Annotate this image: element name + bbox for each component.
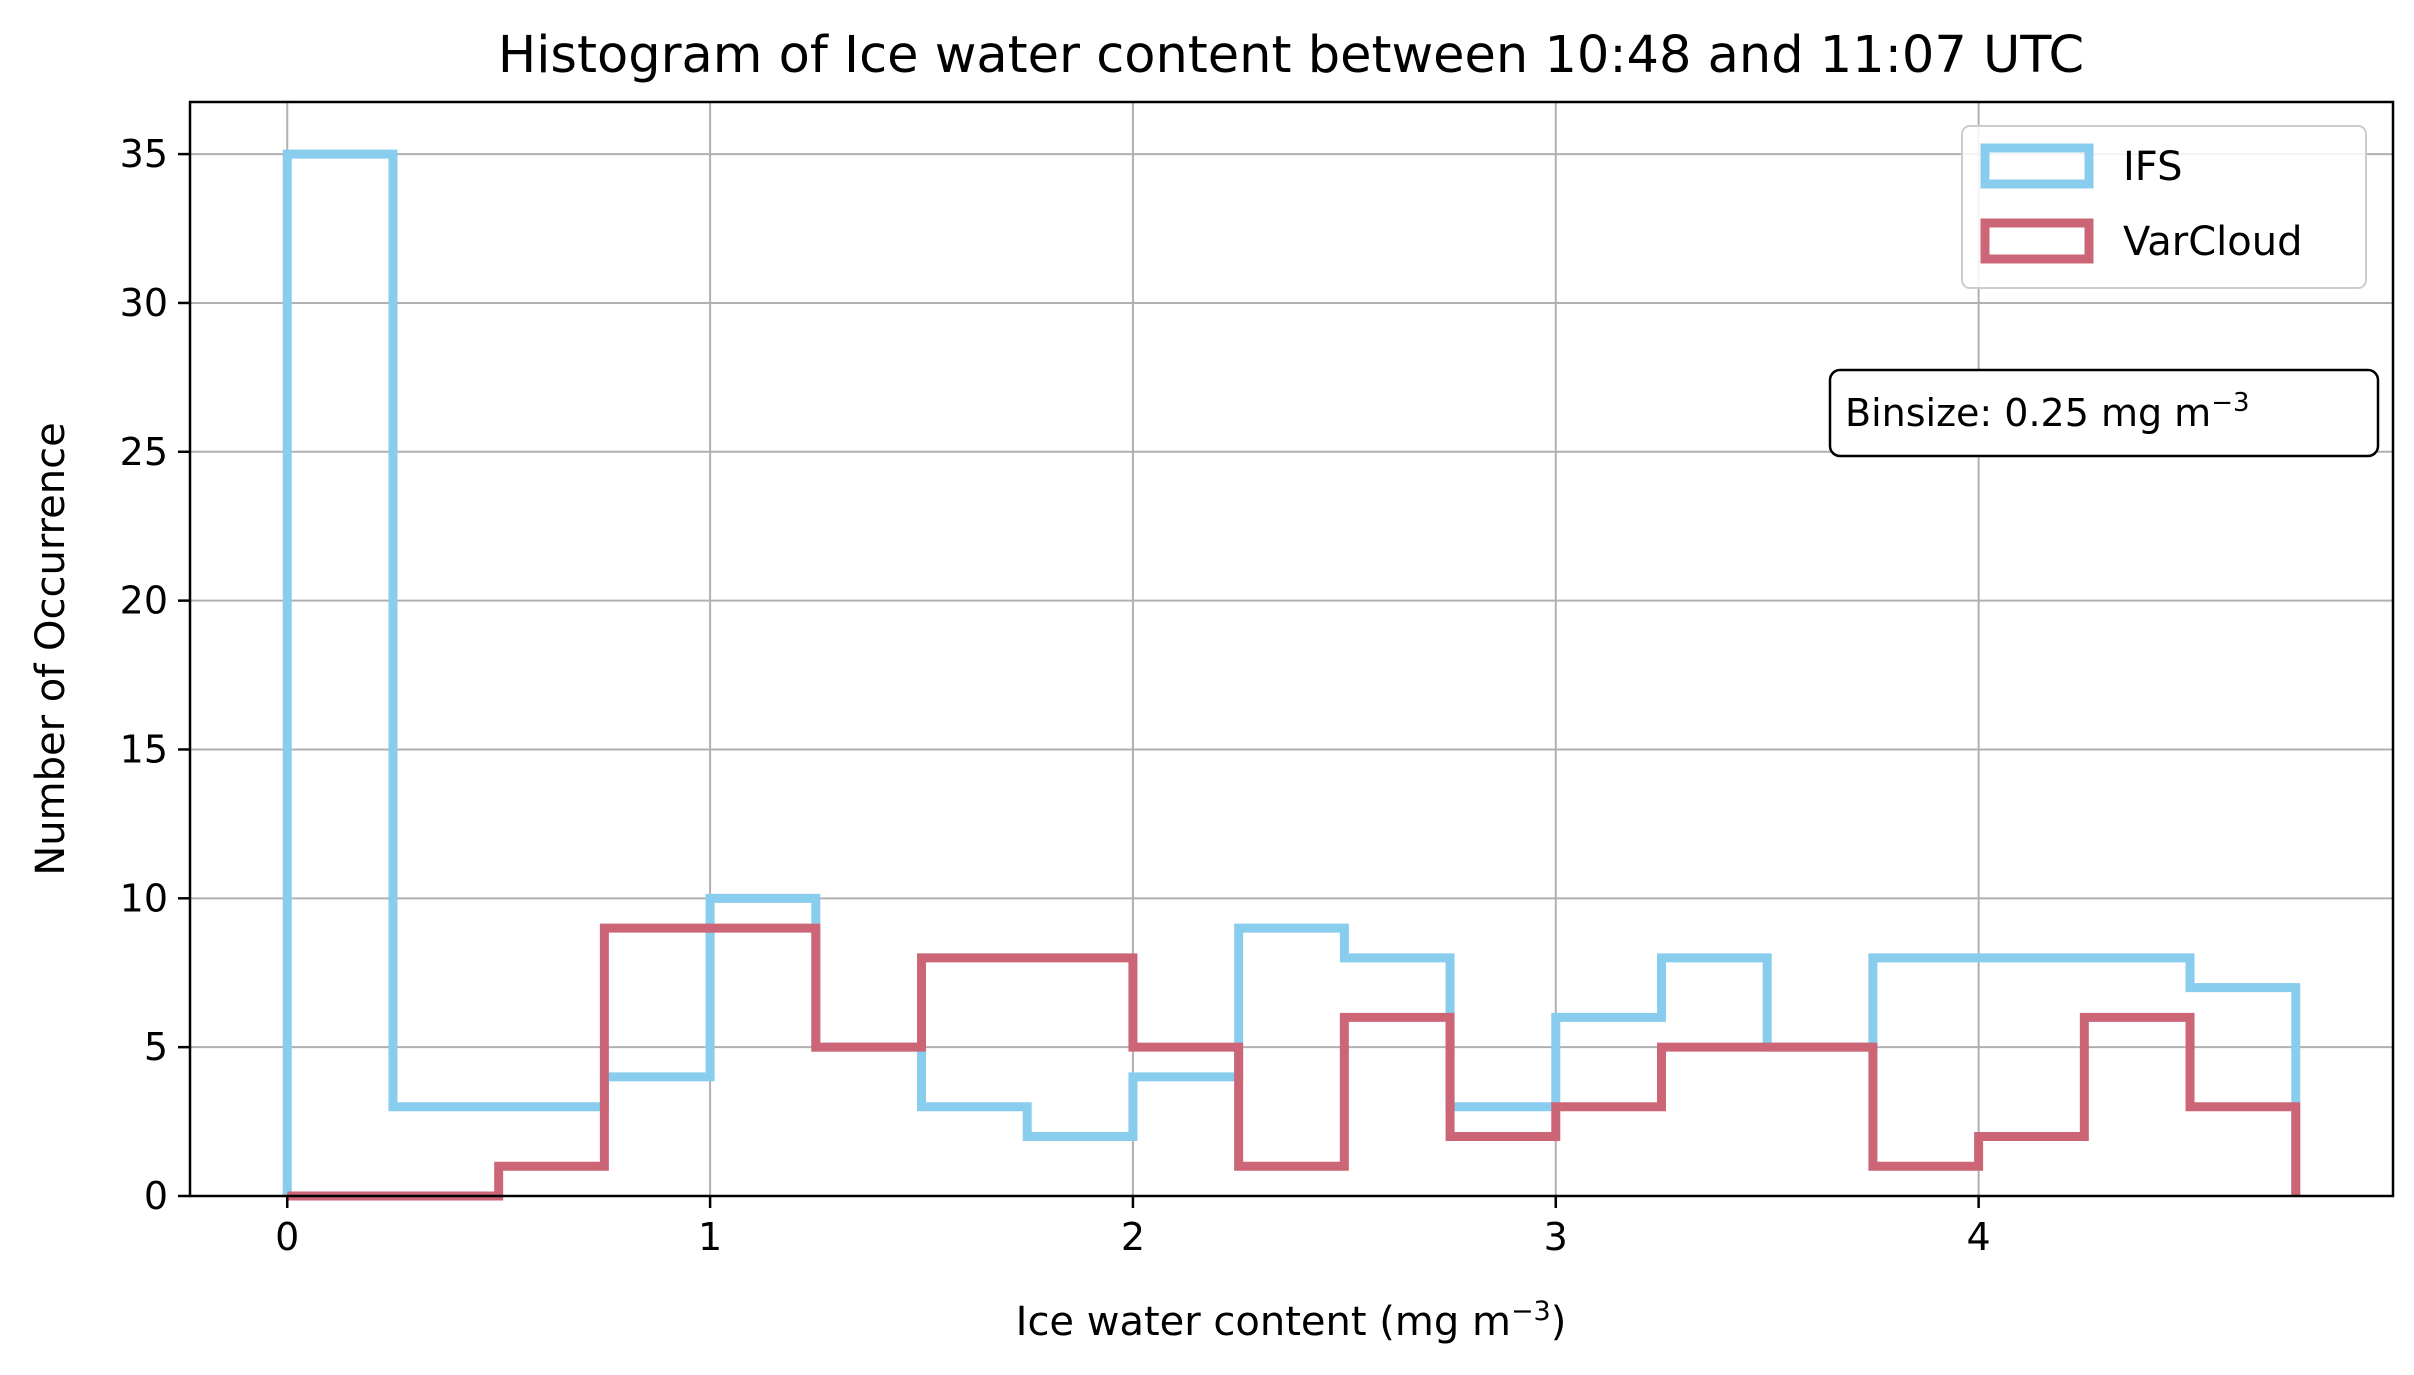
binsize-text: Binsize: 0.25 mg m−3 <box>1845 388 2250 435</box>
legend-frame <box>1961 125 2367 289</box>
x-axis-ticks: 0 1 2 3 4 <box>275 1196 1991 1259</box>
chart-title: Histogram of Ice water content between 1… <box>498 26 2084 85</box>
legend-label-ifs: IFS <box>2123 144 2183 190</box>
y-axis-label: Number of Occurrence <box>28 422 74 875</box>
legend-swatch-ifs <box>1980 143 2094 189</box>
y-axis-ticks: 0 5 10 15 20 25 30 35 <box>120 132 190 1218</box>
legend-swatch-varcloud <box>1980 218 2094 264</box>
x-tick-label-4: 4 <box>1967 1215 1991 1259</box>
y-tick-label-30: 30 <box>120 281 168 325</box>
legend-label-varcloud: VarCloud <box>2123 219 2302 265</box>
binsize-annotation: Binsize: 0.25 mg m−3 <box>1828 368 2380 458</box>
binsize-exponent: −3 <box>2211 388 2249 418</box>
series-ifs-step <box>282 149 2301 1196</box>
x-tick-label-0: 0 <box>275 1215 299 1259</box>
x-tick-label-3: 3 <box>1544 1215 1568 1259</box>
y-tick-label-25: 25 <box>120 430 168 474</box>
binsize-box <box>1828 368 2380 458</box>
y-tick-label-0: 0 <box>144 1174 168 1218</box>
x-axis-label: Ice water content (mg m−3) <box>1016 1296 1567 1346</box>
y-tick-label-35: 35 <box>120 132 168 176</box>
y-tick-label-10: 10 <box>120 876 168 920</box>
x-axis-label-exponent: −3 <box>1511 1296 1551 1327</box>
x-tick-label-1: 1 <box>698 1215 722 1259</box>
series-varcloud-step <box>287 923 2301 1201</box>
y-tick-label-15: 15 <box>120 727 168 771</box>
series-group <box>282 149 2301 1201</box>
y-tick-label-5: 5 <box>144 1025 168 1069</box>
plot-area-frame <box>188 100 2395 1198</box>
y-tick-label-20: 20 <box>120 579 168 623</box>
legend: IFS VarCloud <box>1961 125 2367 289</box>
x-tick-label-2: 2 <box>1121 1215 1145 1259</box>
